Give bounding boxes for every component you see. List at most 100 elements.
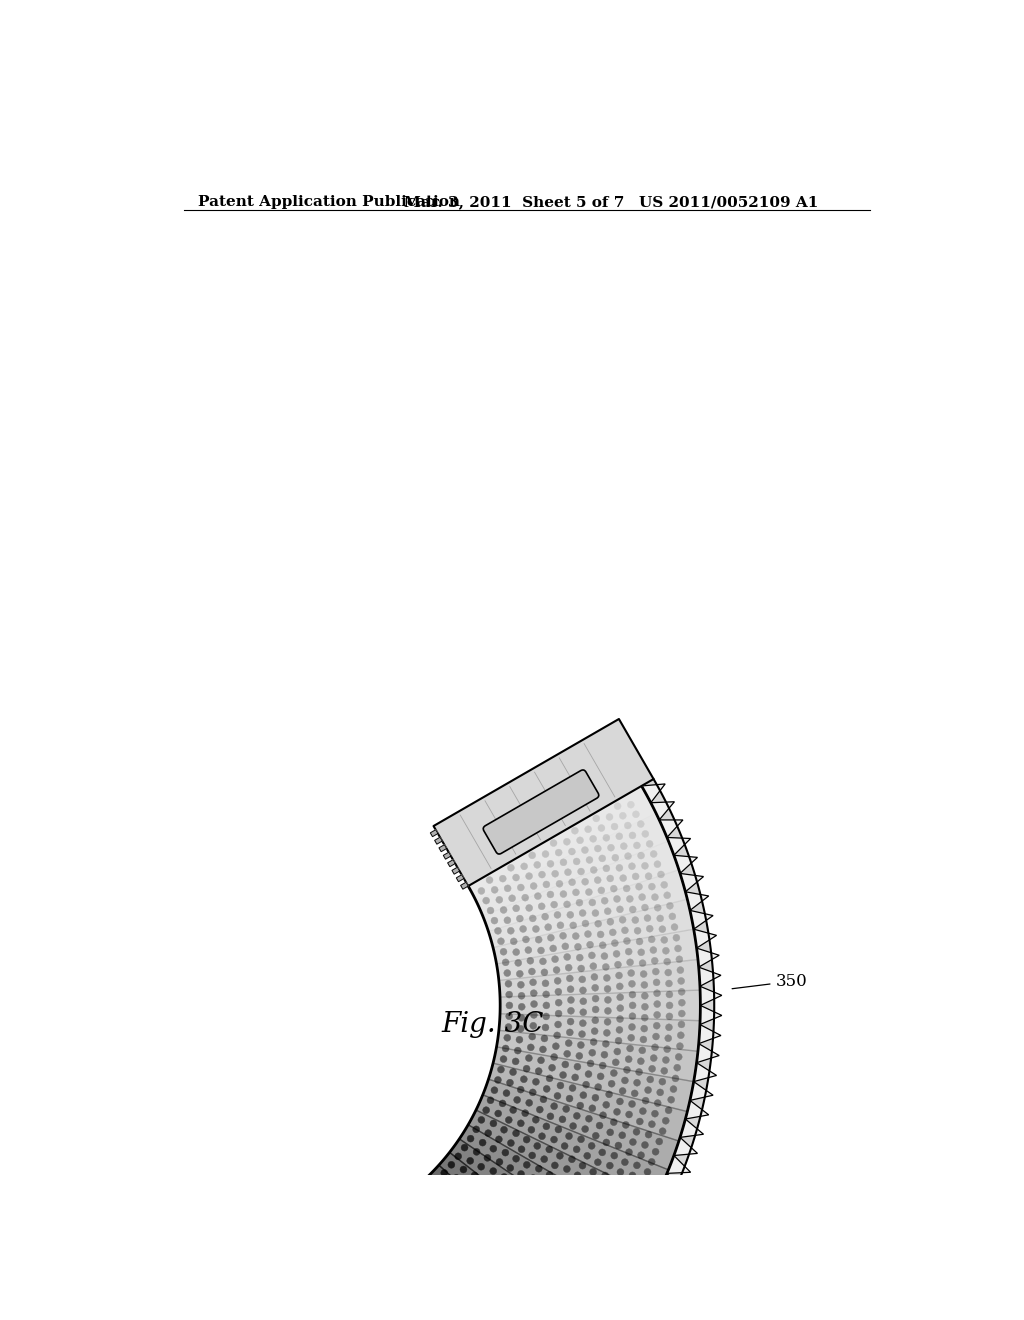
Circle shape <box>525 904 532 911</box>
Circle shape <box>585 931 592 937</box>
Circle shape <box>495 1077 502 1084</box>
Circle shape <box>433 1177 440 1184</box>
Circle shape <box>540 958 547 965</box>
Circle shape <box>626 1056 632 1063</box>
Circle shape <box>638 853 644 859</box>
Circle shape <box>554 977 561 985</box>
Circle shape <box>566 975 573 982</box>
Circle shape <box>547 1193 553 1201</box>
Circle shape <box>520 1076 527 1082</box>
Circle shape <box>504 884 511 892</box>
Circle shape <box>484 1155 490 1162</box>
Circle shape <box>650 850 657 858</box>
Circle shape <box>568 1206 575 1213</box>
Circle shape <box>666 1106 672 1114</box>
Circle shape <box>563 902 570 908</box>
Circle shape <box>646 841 653 847</box>
Circle shape <box>565 964 572 972</box>
Circle shape <box>539 1133 546 1139</box>
Circle shape <box>653 979 660 986</box>
Circle shape <box>447 1162 455 1168</box>
Circle shape <box>641 1026 648 1032</box>
Circle shape <box>516 1036 523 1043</box>
Circle shape <box>433 1210 440 1217</box>
Circle shape <box>573 858 581 865</box>
Circle shape <box>539 871 546 878</box>
Circle shape <box>611 824 618 830</box>
Circle shape <box>583 1081 590 1088</box>
Circle shape <box>564 953 570 961</box>
Circle shape <box>532 1117 540 1123</box>
Circle shape <box>592 1006 599 1012</box>
Circle shape <box>616 1098 624 1105</box>
Circle shape <box>651 1044 658 1051</box>
Circle shape <box>429 1197 436 1205</box>
Circle shape <box>603 834 610 841</box>
Circle shape <box>557 1200 564 1206</box>
Circle shape <box>590 866 597 874</box>
Circle shape <box>574 1278 582 1286</box>
Polygon shape <box>674 855 697 874</box>
Polygon shape <box>690 911 713 929</box>
Circle shape <box>607 919 613 925</box>
Circle shape <box>574 1172 581 1179</box>
Circle shape <box>622 1159 629 1166</box>
Circle shape <box>505 1245 512 1251</box>
Polygon shape <box>361 1188 553 1320</box>
Circle shape <box>500 907 507 913</box>
Circle shape <box>465 1214 472 1222</box>
Circle shape <box>607 845 614 851</box>
Circle shape <box>513 1237 519 1243</box>
Circle shape <box>418 1192 424 1199</box>
Circle shape <box>641 993 648 999</box>
Circle shape <box>518 1014 525 1022</box>
Circle shape <box>534 1212 541 1218</box>
Circle shape <box>563 1166 570 1172</box>
Circle shape <box>617 1168 624 1176</box>
Circle shape <box>455 1152 462 1160</box>
Circle shape <box>554 1093 561 1100</box>
Circle shape <box>673 935 680 941</box>
Circle shape <box>545 924 552 931</box>
Circle shape <box>578 1135 585 1143</box>
Circle shape <box>453 1175 460 1181</box>
Circle shape <box>579 975 586 983</box>
Circle shape <box>651 957 658 965</box>
Circle shape <box>555 989 562 995</box>
Circle shape <box>574 944 582 950</box>
Circle shape <box>458 1222 464 1229</box>
Circle shape <box>582 1126 589 1133</box>
Circle shape <box>589 952 595 958</box>
Polygon shape <box>642 1208 666 1226</box>
Circle shape <box>473 1148 480 1155</box>
Circle shape <box>552 870 559 878</box>
Circle shape <box>517 884 524 891</box>
Circle shape <box>612 854 618 861</box>
Circle shape <box>652 968 659 975</box>
Polygon shape <box>430 830 438 837</box>
Circle shape <box>622 1077 629 1084</box>
Circle shape <box>678 978 685 985</box>
Circle shape <box>505 1188 512 1195</box>
Circle shape <box>679 999 685 1006</box>
Circle shape <box>580 1092 587 1098</box>
Circle shape <box>473 1208 480 1214</box>
Circle shape <box>616 994 624 1001</box>
Circle shape <box>664 892 671 899</box>
Polygon shape <box>415 1177 566 1320</box>
Polygon shape <box>368 1217 375 1225</box>
Circle shape <box>502 1150 509 1156</box>
Circle shape <box>614 961 622 968</box>
Circle shape <box>616 983 624 990</box>
Circle shape <box>571 1074 579 1081</box>
Circle shape <box>653 1011 660 1018</box>
Circle shape <box>663 948 670 954</box>
Circle shape <box>508 1139 514 1147</box>
Circle shape <box>625 822 631 829</box>
Circle shape <box>658 925 666 933</box>
Circle shape <box>627 958 634 966</box>
Polygon shape <box>435 837 442 843</box>
Circle shape <box>611 940 618 946</box>
Circle shape <box>572 1242 580 1250</box>
Circle shape <box>469 1229 476 1236</box>
